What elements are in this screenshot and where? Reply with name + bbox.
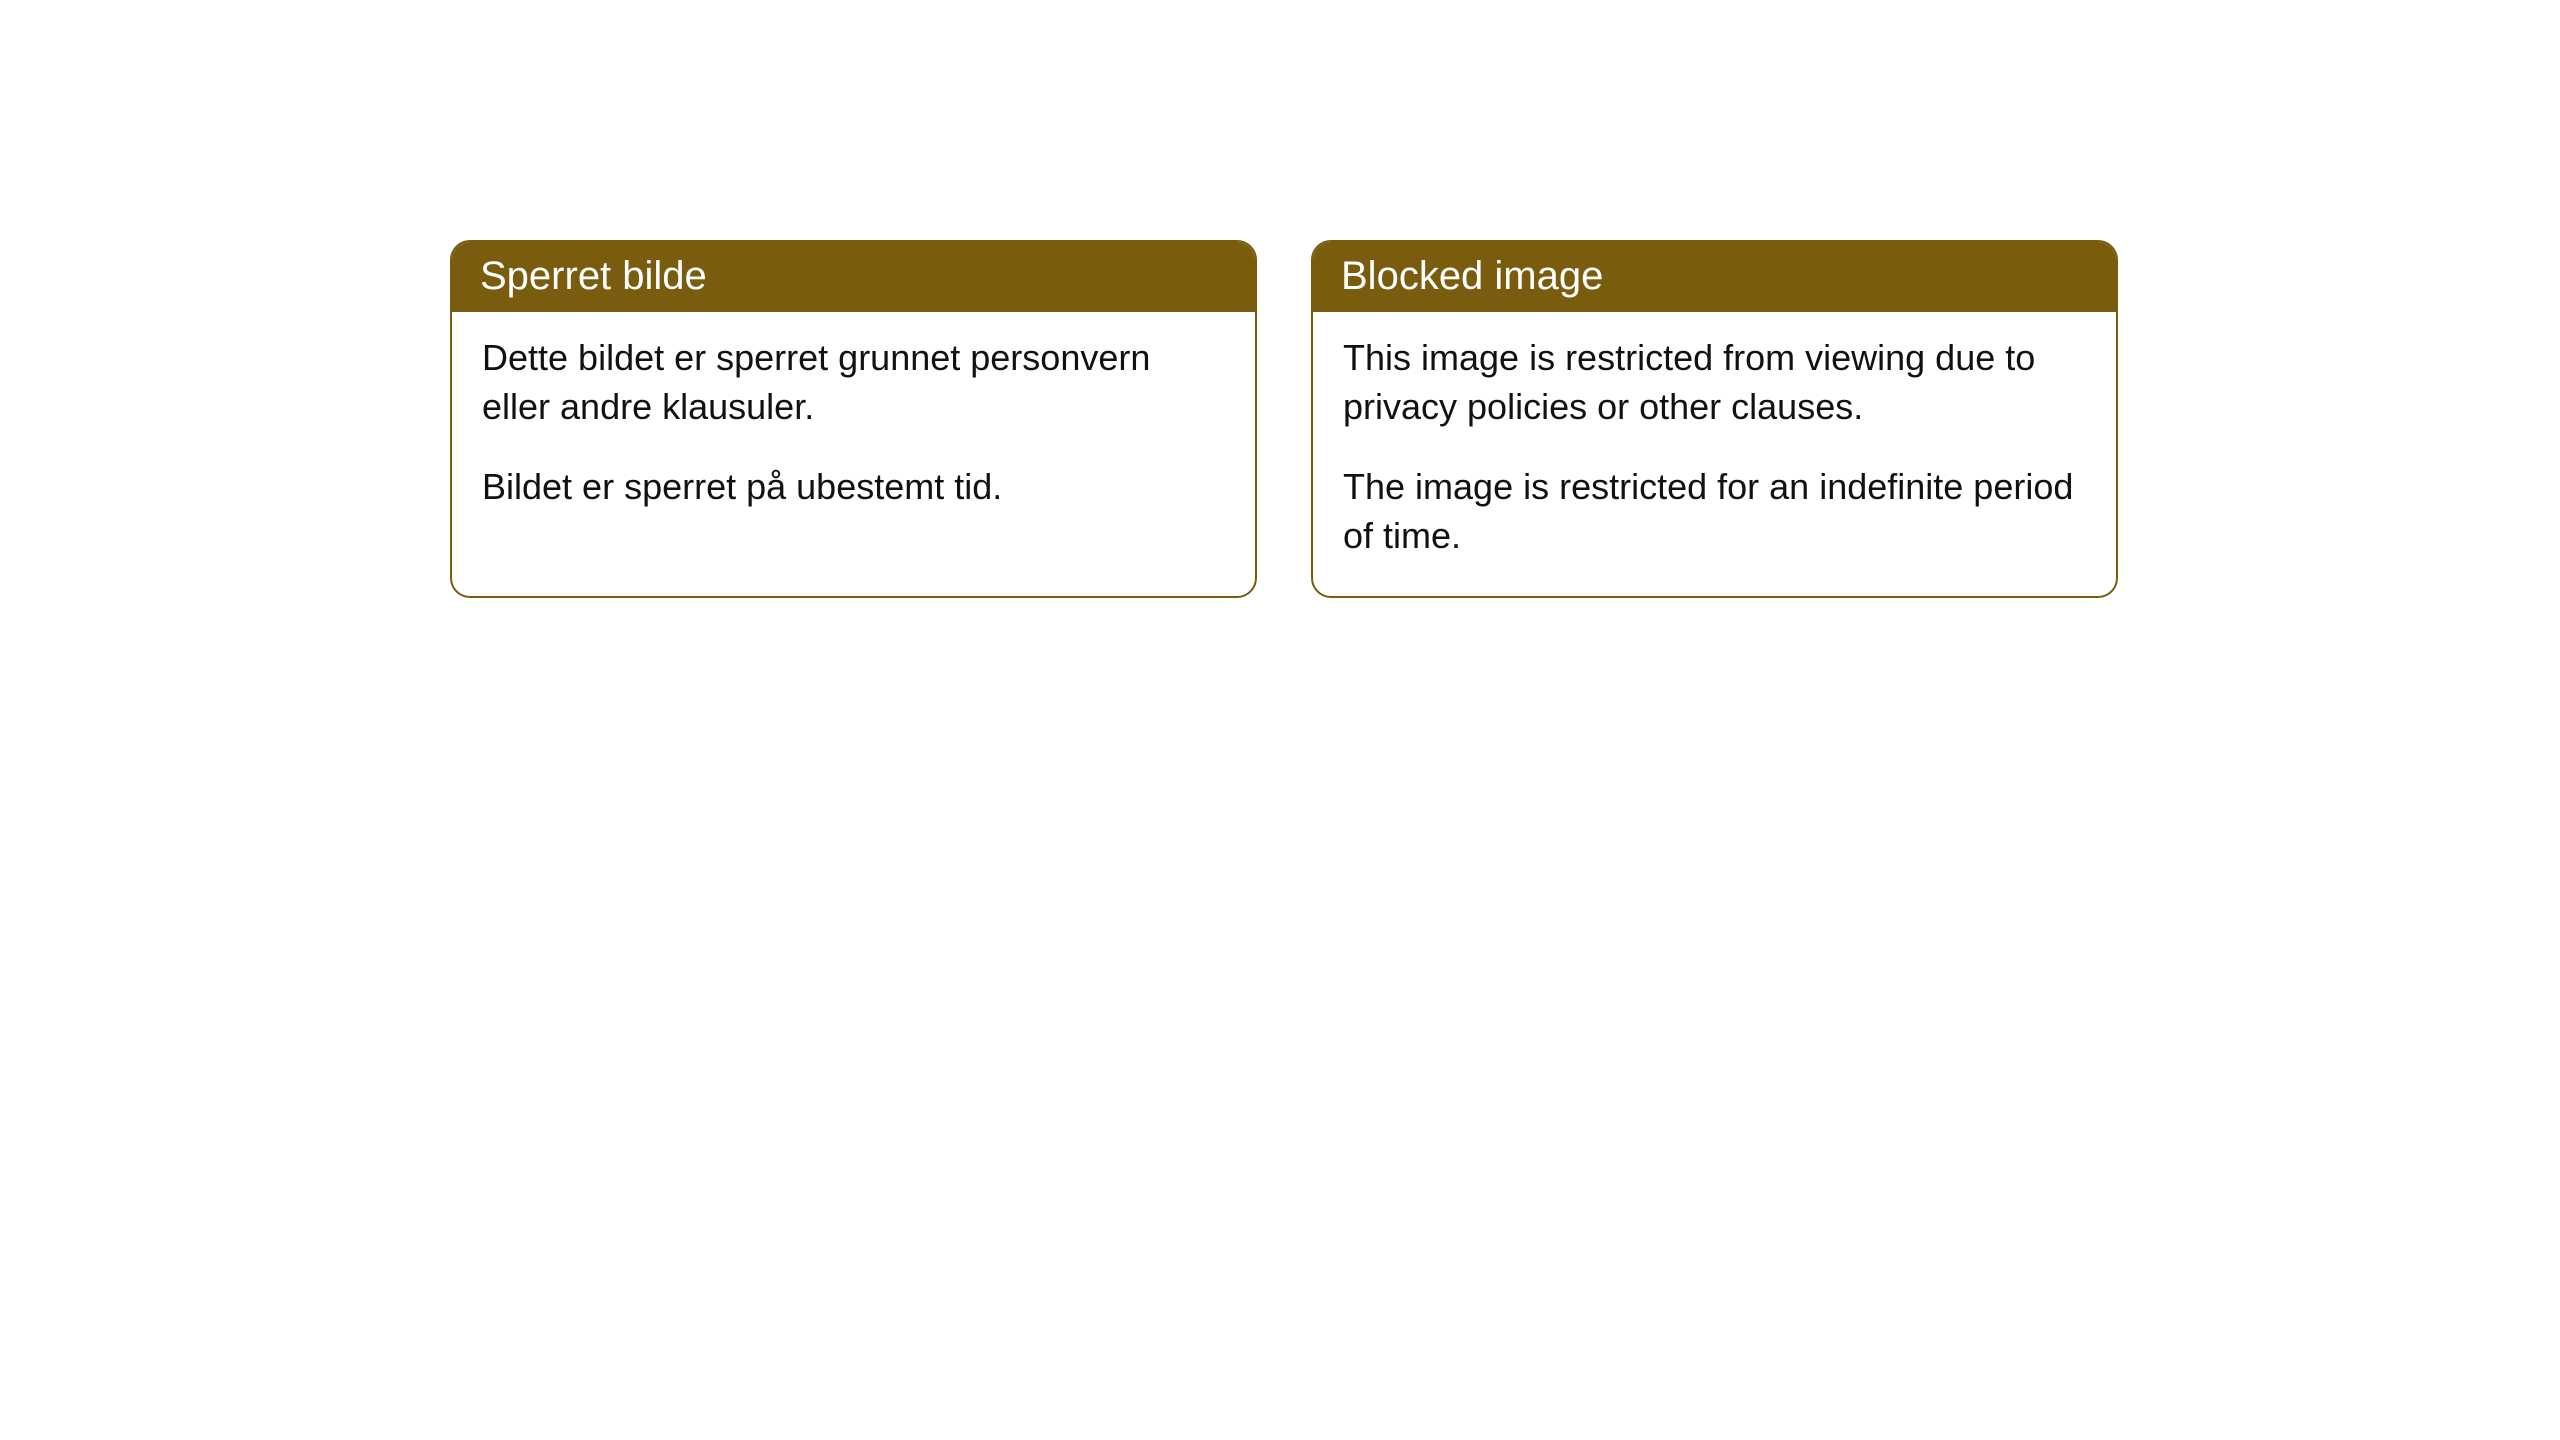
card-text-no-1: Dette bildet er sperret grunnet personve…: [482, 334, 1225, 431]
card-text-en-2: The image is restricted for an indefinit…: [1343, 463, 2086, 560]
card-body-no: Dette bildet er sperret grunnet personve…: [452, 312, 1255, 548]
card-header-en: Blocked image: [1313, 242, 2116, 312]
blocked-image-card-en: Blocked image This image is restricted f…: [1311, 240, 2118, 598]
card-body-en: This image is restricted from viewing du…: [1313, 312, 2116, 596]
card-header-no: Sperret bilde: [452, 242, 1255, 312]
card-text-en-1: This image is restricted from viewing du…: [1343, 334, 2086, 431]
card-text-no-2: Bildet er sperret på ubestemt tid.: [482, 463, 1225, 512]
blocked-image-card-no: Sperret bilde Dette bildet er sperret gr…: [450, 240, 1257, 598]
notice-container: Sperret bilde Dette bildet er sperret gr…: [450, 240, 2118, 598]
